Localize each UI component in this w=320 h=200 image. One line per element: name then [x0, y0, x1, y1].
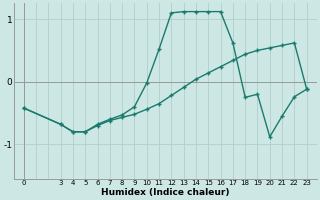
- X-axis label: Humidex (Indice chaleur): Humidex (Indice chaleur): [101, 188, 229, 197]
